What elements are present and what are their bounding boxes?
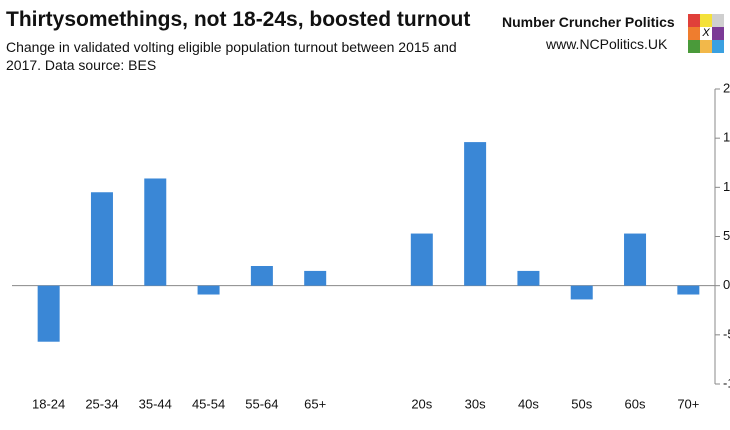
x-tick-label: 55-64 bbox=[245, 396, 278, 411]
chart-subtitle: Change in validated volting eligible pop… bbox=[6, 39, 457, 73]
bar bbox=[410, 233, 433, 286]
y-tick-label: 15 bbox=[723, 130, 730, 145]
bar bbox=[197, 285, 220, 295]
bar bbox=[90, 192, 113, 286]
logo-cell bbox=[712, 40, 724, 53]
x-tick-label: 18-24 bbox=[32, 396, 65, 411]
bar bbox=[464, 142, 487, 286]
y-tick-label: -5 bbox=[723, 326, 730, 341]
y-tick-label: -10 bbox=[723, 375, 730, 390]
bar bbox=[677, 285, 700, 295]
logo-cell bbox=[712, 14, 724, 27]
bar bbox=[250, 266, 273, 286]
y-tick-label: 5 bbox=[723, 228, 730, 243]
brand-url: www.NCPolitics.UK bbox=[546, 36, 668, 52]
x-tick-label: 70+ bbox=[677, 396, 699, 411]
x-tick-label: 65+ bbox=[304, 396, 326, 411]
bar bbox=[144, 178, 167, 286]
bar bbox=[304, 270, 327, 286]
brand: Number Cruncher Politics bbox=[502, 14, 675, 30]
logo-text: X bbox=[700, 27, 712, 40]
x-tick-label: 45-54 bbox=[192, 396, 225, 411]
y-tick-label: 10 bbox=[723, 179, 730, 194]
bar bbox=[624, 233, 647, 286]
bar bbox=[570, 285, 593, 300]
logo-cell bbox=[700, 40, 712, 53]
logo-cell bbox=[700, 14, 712, 27]
y-tick-label: 0 bbox=[723, 277, 730, 292]
x-tick-label: 60s bbox=[625, 396, 646, 411]
logo-cell bbox=[688, 27, 700, 40]
x-tick-label: 50s bbox=[571, 396, 592, 411]
x-tick-label: 35-44 bbox=[139, 396, 172, 411]
x-tick-label: 30s bbox=[465, 396, 486, 411]
y-tick-label: 20 bbox=[723, 80, 730, 95]
chart-title: Thirtysomethings, not 18-24s, boosted tu… bbox=[6, 8, 471, 31]
x-tick-label: 20s bbox=[411, 396, 432, 411]
x-tick-label: 40s bbox=[518, 396, 539, 411]
logo-cell bbox=[688, 40, 700, 53]
bar bbox=[517, 270, 540, 286]
logo-cell bbox=[688, 14, 700, 27]
x-tick-label: 25-34 bbox=[85, 396, 118, 411]
bar bbox=[37, 285, 60, 342]
logo: X bbox=[688, 14, 724, 53]
logo-cell bbox=[712, 27, 724, 40]
